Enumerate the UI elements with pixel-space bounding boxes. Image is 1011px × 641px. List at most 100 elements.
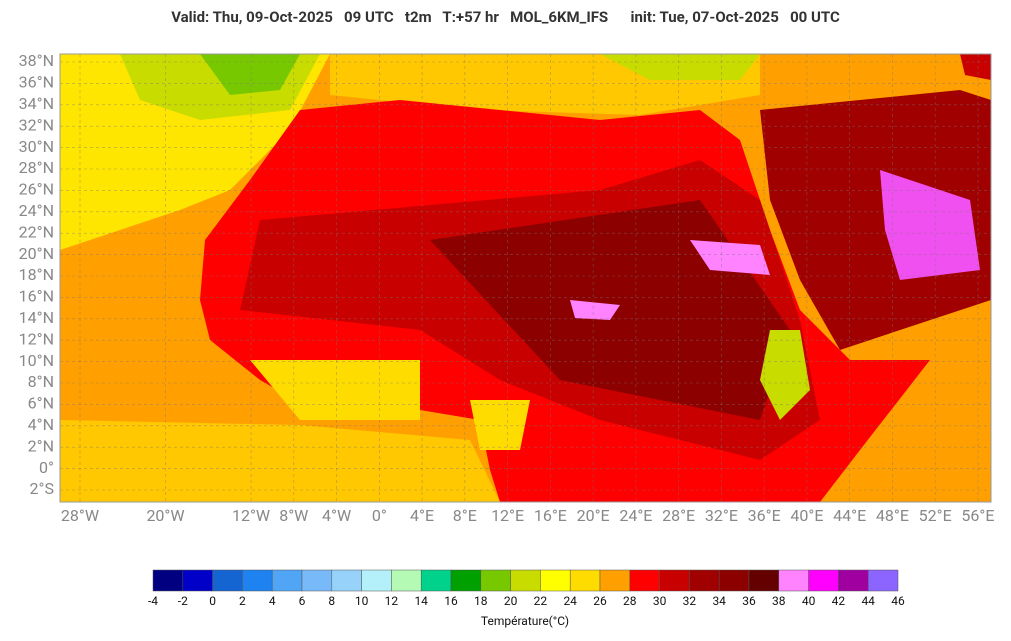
lon-label: 12°E bbox=[491, 506, 524, 525]
colorbar-box bbox=[450, 569, 482, 592]
colorbar-tick-label: 8 bbox=[328, 594, 335, 608]
lon-label: 24°E bbox=[619, 506, 652, 525]
lat-label: 12°N bbox=[19, 329, 54, 348]
colorbar-box bbox=[152, 569, 184, 592]
colorbar-tick-label: 10 bbox=[355, 594, 369, 608]
colorbar-box bbox=[242, 569, 273, 592]
lat-label: 38°N bbox=[19, 51, 54, 70]
lon-label: 36°E bbox=[748, 506, 781, 525]
colorbar: -4 -2 0 2 4 6 8 10 12 14 16 18 20 22 24 26 28 30 32 34 36 38 4… bbox=[148, 569, 905, 628]
lat-label: 8°N bbox=[28, 372, 54, 391]
lat-label: 4°N bbox=[28, 415, 54, 434]
colorbar-box bbox=[599, 569, 631, 592]
colorbar-box bbox=[510, 569, 541, 592]
lat-label: 20°N bbox=[19, 244, 54, 263]
lon-label: 48°E bbox=[876, 506, 909, 525]
colorbar-box bbox=[778, 569, 809, 592]
colorbar-tick-label: 42 bbox=[832, 594, 846, 608]
colorbar-box bbox=[867, 569, 899, 592]
lat-label: 26°N bbox=[19, 180, 54, 199]
colorbar-tick-label: 14 bbox=[414, 594, 428, 608]
lon-label: 52°E bbox=[919, 506, 952, 525]
init-text: init: Tue, 07-Oct-2025 00 UTC bbox=[630, 8, 840, 26]
colorbar-box bbox=[718, 569, 750, 592]
colorbar-tick-label: 38 bbox=[772, 594, 786, 608]
colorbar-tick-label: 44 bbox=[861, 594, 875, 608]
header: Valid: Thu, 09-Oct-2025 09 UTC t2m T:+57… bbox=[0, 8, 1011, 26]
colorbar-tick-label: 26 bbox=[593, 594, 607, 608]
lon-label: 4°E bbox=[410, 506, 434, 525]
valid-text: Valid: Thu, 09-Oct-2025 09 UTC t2m T:+57… bbox=[171, 8, 609, 26]
colorbar-box bbox=[838, 569, 869, 592]
lat-label: 34°N bbox=[19, 94, 54, 113]
lat-label: 36°N bbox=[19, 73, 54, 92]
lon-label: 44°E bbox=[833, 506, 866, 525]
lat-label: 10°N bbox=[19, 351, 54, 370]
colorbar-box bbox=[629, 569, 660, 592]
colorbar-tick-label: 20 bbox=[504, 594, 518, 608]
colorbar-tick-label: 32 bbox=[683, 594, 697, 608]
lat-label: 32°N bbox=[19, 115, 54, 134]
colorbar-tick-label: -2 bbox=[178, 594, 188, 608]
lon-label: 0° bbox=[372, 506, 387, 525]
colorbar-tick-label: 40 bbox=[802, 594, 816, 608]
lat-label: 6°N bbox=[28, 394, 54, 413]
map-frame bbox=[59, 53, 992, 503]
lon-label: 12°W bbox=[232, 506, 270, 525]
colorbar-tick-label: 12 bbox=[385, 594, 399, 608]
colorbar-tick-label: 36 bbox=[742, 594, 756, 608]
colorbar-tick-label: 28 bbox=[623, 594, 637, 608]
lon-label: 32°E bbox=[705, 506, 738, 525]
lat-label: 2°S bbox=[30, 479, 54, 498]
lat-label: 14°N bbox=[19, 308, 54, 327]
colorbar-box bbox=[540, 569, 571, 592]
colorbar-box bbox=[808, 569, 839, 592]
colorbar-box bbox=[212, 569, 243, 592]
colorbar-tick-label: 4 bbox=[269, 594, 276, 608]
lat-label: 0° bbox=[39, 458, 54, 477]
colorbar-box bbox=[480, 569, 511, 592]
lon-label: 40°E bbox=[790, 506, 823, 525]
grid bbox=[60, 54, 991, 502]
lon-label: 28°W bbox=[61, 506, 99, 525]
colorbar-tick-label: 24 bbox=[563, 594, 577, 608]
colorbar-box bbox=[420, 569, 452, 592]
colorbar-box bbox=[182, 569, 213, 592]
lon-label: 4°W bbox=[322, 506, 351, 525]
lon-label: 8°W bbox=[279, 506, 308, 525]
lat-label: 2°N bbox=[28, 436, 54, 455]
colorbar-tick-label: 16 bbox=[444, 594, 458, 608]
colorbar-tick-label: 18 bbox=[474, 594, 488, 608]
colorbar-box bbox=[569, 569, 601, 592]
temperature-field bbox=[60, 54, 991, 502]
colorbar-tick-label: 34 bbox=[712, 594, 726, 608]
lat-label: 16°N bbox=[19, 287, 54, 306]
colorbar-box bbox=[748, 569, 780, 592]
colorbar-tick-label: 2 bbox=[239, 594, 246, 608]
colorbar-label: Température(°C) bbox=[481, 614, 569, 628]
lat-label: 22°N bbox=[19, 222, 54, 241]
colorbar-tick-label: 46 bbox=[891, 594, 905, 608]
lon-label: 56°E bbox=[961, 506, 994, 525]
colorbar-box bbox=[689, 569, 720, 592]
lat-label: 28°N bbox=[19, 158, 54, 177]
colorbar-box bbox=[361, 569, 392, 592]
tick-labels: 38°N 36°N 34°N 32°N 30°N 28°N 26°N 24°N 22°N 20°N… bbox=[19, 51, 995, 525]
lon-label: 8°E bbox=[453, 506, 477, 525]
lat-label: 24°N bbox=[19, 201, 54, 220]
colorbar-box bbox=[659, 569, 690, 592]
colorbar-tick-label: 0 bbox=[209, 594, 216, 608]
lat-label: 18°N bbox=[19, 265, 54, 284]
colorbar-tick-label: 6 bbox=[299, 594, 306, 608]
colorbar-tick-label: -4 bbox=[148, 594, 158, 608]
lat-label: 30°N bbox=[19, 137, 54, 156]
colorbar-tick-label: 30 bbox=[653, 594, 667, 608]
colorbar-tick-label: 22 bbox=[534, 594, 548, 608]
colorbar-box bbox=[301, 569, 333, 592]
colorbar-box bbox=[271, 569, 303, 592]
lon-label: 16°E bbox=[534, 506, 567, 525]
colorbar-box bbox=[391, 569, 422, 592]
lon-label: 20°W bbox=[146, 506, 184, 525]
